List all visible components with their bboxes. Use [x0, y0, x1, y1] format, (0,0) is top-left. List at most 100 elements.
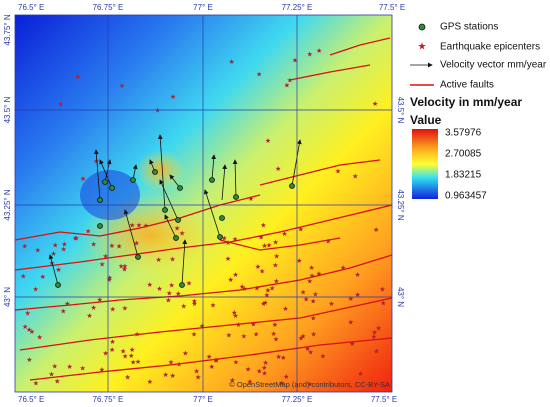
earthquake: ★ — [229, 58, 235, 66]
lon-label: 77° E — [193, 3, 213, 12]
earthquake: ★ — [103, 350, 109, 358]
earthquake: ★ — [50, 250, 56, 258]
earthquake: ★ — [118, 263, 124, 271]
earthquake: ★ — [241, 333, 247, 341]
earthquake: ★ — [250, 321, 256, 329]
earthquake: ★ — [232, 312, 238, 320]
earthquake: ★ — [135, 358, 141, 366]
earthquake: ★ — [22, 243, 28, 251]
earthquake: ★ — [22, 323, 28, 331]
earthquake: ★ — [231, 309, 237, 317]
earthquake: ★ — [175, 290, 181, 298]
earthquake: ★ — [260, 300, 266, 308]
legend-label: Earthquake epicenters — [440, 42, 540, 53]
earthquake: ★ — [232, 236, 238, 244]
earthquake: ★ — [147, 378, 153, 386]
earthquake: ★ — [261, 242, 267, 250]
earthquake: ★ — [179, 230, 185, 238]
earthquake: ★ — [191, 297, 197, 305]
earthquake: ★ — [26, 326, 32, 334]
earthquake: ★ — [156, 256, 162, 264]
earthquake: ★ — [174, 224, 180, 232]
earthquake: ★ — [287, 77, 293, 85]
lat-label: 43.5° N — [396, 97, 405, 124]
earthquake: ★ — [258, 234, 264, 242]
earthquake: ★ — [122, 263, 128, 271]
earthquake: ★ — [239, 283, 245, 291]
earthquake: ★ — [379, 285, 385, 293]
earthquake: ★ — [130, 359, 136, 367]
earthquake: ★ — [309, 272, 315, 280]
earthquake: ★ — [176, 361, 182, 369]
earthquake: ★ — [253, 331, 259, 339]
earthquake: ★ — [371, 329, 377, 337]
earthquake: ★ — [120, 348, 126, 356]
earthquake: ★ — [73, 234, 79, 242]
earthquake: ★ — [163, 371, 169, 379]
legend-label: Velocity vector mm/year — [440, 60, 547, 71]
earthquake: ★ — [247, 378, 253, 386]
earthquake: ★ — [265, 137, 271, 145]
earthquake: ★ — [354, 271, 360, 279]
gps-stations — [55, 169, 295, 288]
lon-label: 77.5° E — [371, 395, 397, 404]
earthquake: ★ — [109, 346, 115, 354]
earthquake: ★ — [225, 255, 231, 263]
earthquake: ★ — [195, 374, 201, 382]
earthquake: ★ — [284, 82, 290, 90]
earthquake: ★ — [357, 370, 363, 378]
lat-label: 43° N — [396, 287, 405, 307]
earthquake: ★ — [300, 332, 306, 340]
earthquake: ★ — [64, 300, 70, 308]
earthquake: ★ — [248, 195, 254, 203]
earthquake: ★ — [49, 260, 55, 268]
lon-label: 76.5° E — [18, 3, 44, 12]
earthquake: ★ — [97, 296, 103, 304]
earthquake: ★ — [54, 378, 60, 386]
velocity-field — [15, 15, 392, 392]
earthquake: ★ — [298, 226, 304, 234]
earthquake: ★ — [26, 356, 32, 364]
earthquake: ★ — [129, 346, 135, 354]
earthquake: ★ — [303, 296, 309, 304]
earthquake: ★ — [233, 358, 239, 366]
earthquake: ★ — [199, 323, 205, 331]
earthquake: ★ — [266, 242, 272, 250]
earthquake: ★ — [109, 338, 115, 346]
earthquake: ★ — [40, 273, 46, 281]
earthquake: ★ — [274, 253, 280, 261]
earthquake: ★ — [134, 330, 140, 338]
legend-subtitle: Value — [410, 113, 442, 127]
earthquake: ★ — [312, 291, 318, 299]
lat-label: 43° N — [3, 287, 12, 307]
earthquake: ★ — [262, 359, 268, 367]
scale-label: 2.70085 — [445, 149, 482, 160]
graticule — [15, 15, 392, 392]
earthquake: ★ — [261, 369, 267, 377]
earthquake: ★ — [265, 287, 271, 295]
earthquake: ★ — [72, 234, 78, 242]
map-area: ★★★★★★★★★★★★★★★★★★★★★★★★★★★★★★★★★★★★★★★★… — [15, 15, 392, 392]
earthquake: ★ — [376, 325, 382, 333]
earthquake: ★ — [310, 298, 316, 306]
earthquake: ★ — [66, 363, 72, 371]
earthquake: ★ — [307, 349, 313, 357]
earthquake: ★ — [106, 276, 112, 284]
earthquake: ★ — [165, 296, 171, 304]
earthquake: ★ — [241, 285, 247, 293]
earthquake: ★ — [210, 301, 216, 309]
earthquake: ★ — [256, 71, 262, 79]
earthquake: ★ — [260, 222, 266, 230]
earthquake: ★ — [232, 271, 238, 279]
earthquake: ★ — [124, 374, 130, 382]
lat-label: 43.75° N — [3, 14, 12, 45]
earthquake: ★ — [221, 235, 227, 243]
earthquake: ★ — [166, 290, 172, 298]
earthquake: ★ — [308, 264, 314, 272]
earthquake: ★ — [292, 56, 298, 64]
earthquake: ★ — [213, 357, 219, 365]
earthquake: ★ — [335, 168, 341, 176]
legend-title: Velocity in mm/year — [410, 95, 522, 109]
earthquake: ★ — [304, 345, 310, 353]
